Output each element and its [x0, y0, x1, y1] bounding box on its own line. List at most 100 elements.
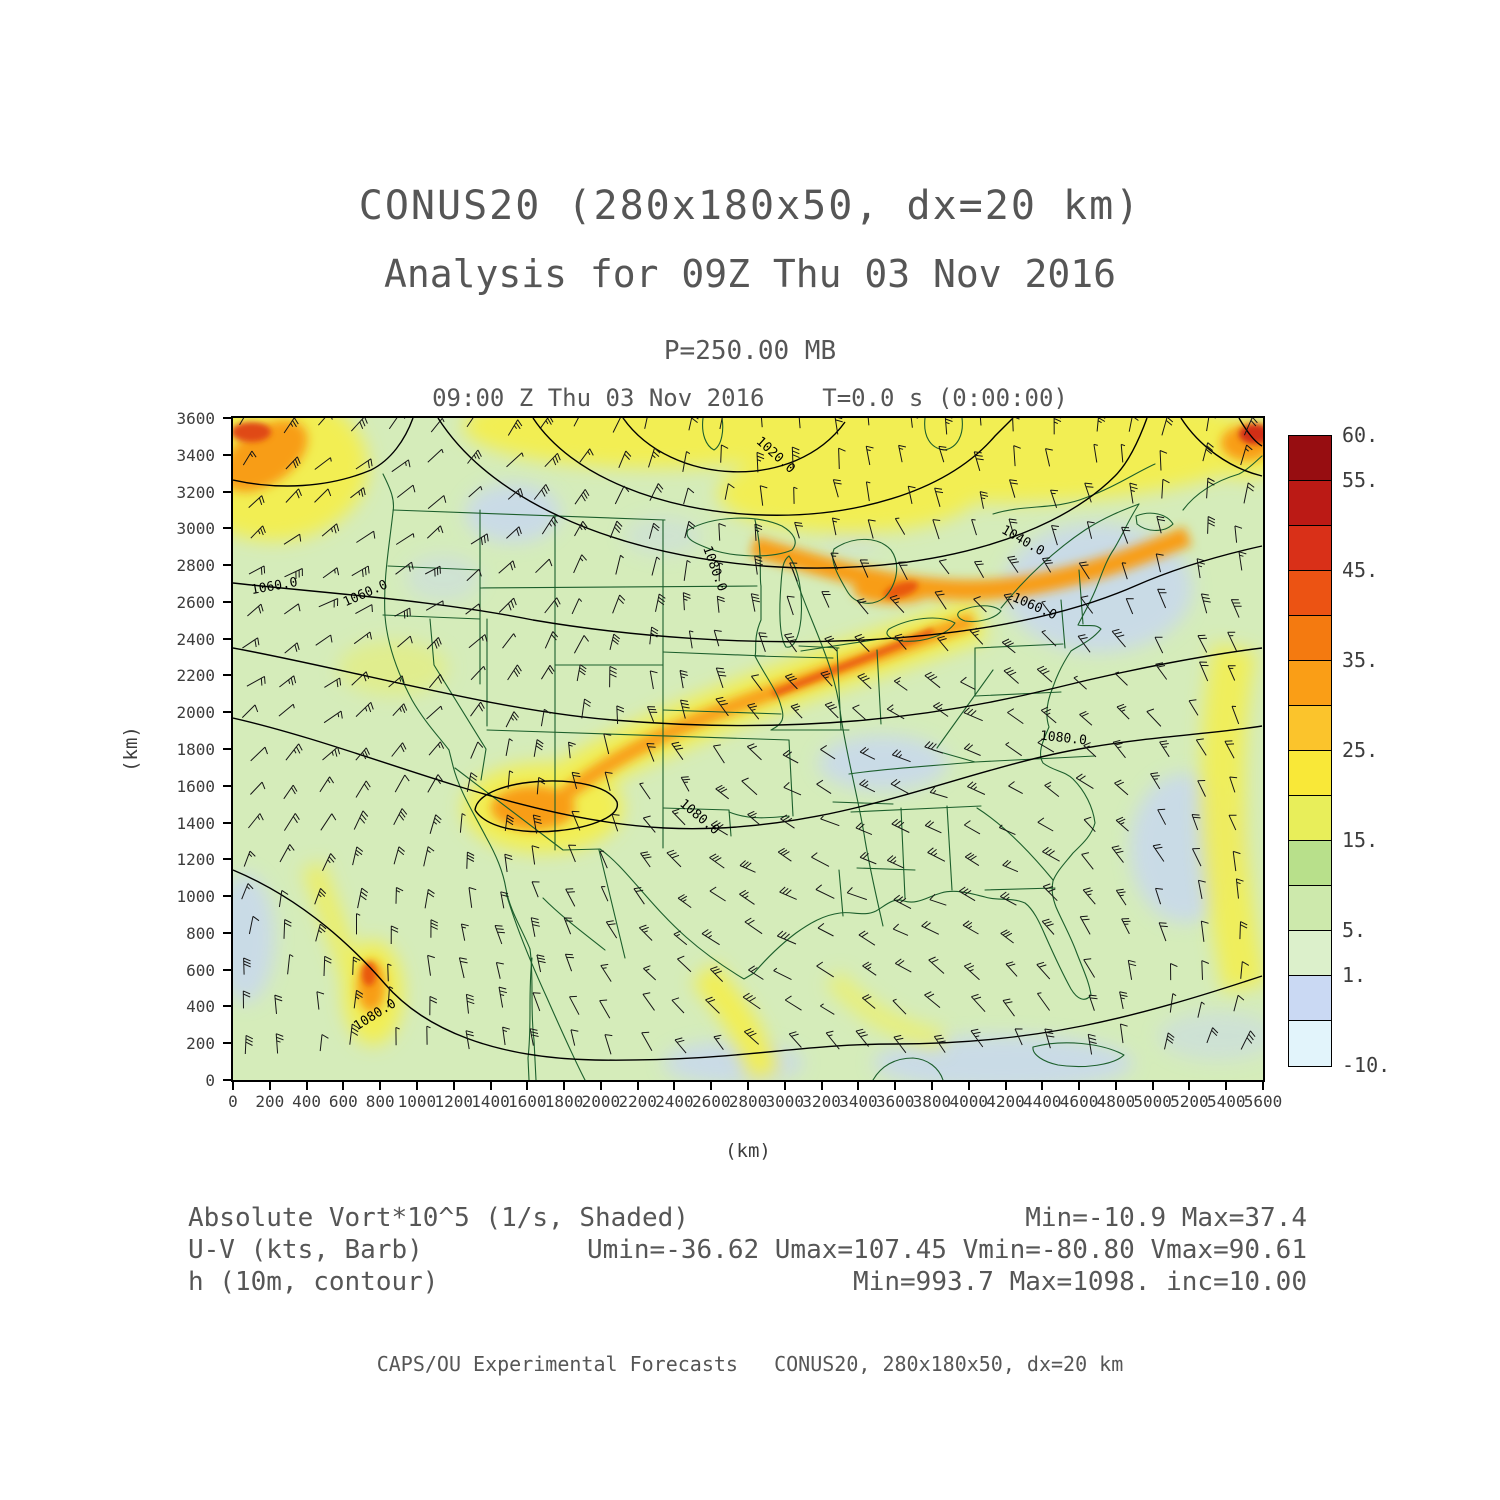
wind-barb: [998, 824, 1016, 836]
y-tick-label: 400: [186, 997, 215, 1017]
wind-barb: [773, 967, 792, 981]
wind-barb: [817, 923, 834, 937]
wind-barb: [1003, 593, 1014, 610]
wind-barb: [1079, 915, 1091, 935]
wind-barb: [938, 445, 948, 463]
wind-barb: [1041, 918, 1055, 935]
wind-barb: [1121, 562, 1128, 580]
wind-barb: [248, 813, 264, 829]
wind-barb: [644, 418, 648, 429]
x-tick-label: 3400: [839, 1092, 878, 1111]
wind-barb: [502, 633, 517, 649]
y-tickmark: [223, 453, 231, 456]
x-tickmark: [1262, 1082, 1264, 1090]
wind-barb: [924, 741, 944, 754]
colorbar-cell: [1289, 886, 1331, 931]
wind-barb: [466, 851, 475, 869]
wind-barb: [1196, 558, 1206, 579]
wind-barb: [609, 520, 623, 539]
wind-barb: [1238, 551, 1247, 571]
wind-barb: [533, 484, 550, 500]
wind-barb: [356, 530, 376, 543]
wind-barb: [350, 487, 366, 499]
wind-barb: [756, 451, 765, 473]
wind-barb: [423, 846, 435, 867]
colorbar-label: 55.: [1342, 468, 1379, 492]
wind-barb: [709, 886, 726, 902]
wind-barb: [604, 771, 613, 791]
y-tick-label: 600: [186, 960, 215, 980]
wind-barb: [564, 953, 575, 972]
y-tickmark: [223, 711, 231, 714]
wind-barb: [321, 523, 340, 537]
wind-barb: [1116, 703, 1130, 720]
wind-barb: [1079, 710, 1093, 726]
wind-barb: [248, 915, 260, 935]
wind-barb: [856, 598, 869, 615]
wind-barb: [318, 418, 333, 426]
y-tickmark: [223, 1079, 231, 1081]
x-tick-label: 200: [255, 1092, 285, 1111]
wind-barb: [1191, 814, 1201, 831]
x-tick-label: 0: [228, 1092, 238, 1111]
wind-barb: [1112, 739, 1126, 759]
wind-barb: [929, 893, 947, 906]
wind-barb: [356, 913, 361, 935]
wind-barb: [716, 595, 725, 613]
wind-barb: [615, 554, 624, 575]
wind-barb: [1227, 665, 1236, 681]
wind-barb: [387, 963, 392, 982]
wind-barb: [816, 961, 834, 978]
wind-barb: [1197, 780, 1206, 797]
wind-barb: [1077, 634, 1091, 653]
wind-barb: [1200, 593, 1211, 614]
wind-barb: [705, 996, 720, 1014]
wind-barb: [430, 919, 439, 938]
wind-barb: [581, 698, 592, 719]
wind-barb: [1050, 489, 1059, 508]
wind-barb: [465, 1030, 474, 1050]
wind-barb: [815, 884, 835, 899]
legend-shaded-stats: Min=-10.9 Max=37.4: [1025, 1203, 1307, 1233]
wind-barb: [600, 886, 609, 902]
wind-barb: [1121, 918, 1131, 935]
wind-barb: [319, 776, 335, 793]
x-tick-label: 1400: [471, 1092, 510, 1111]
x-tick-label: 3000: [765, 1092, 805, 1111]
x-tick-label: 4000: [949, 1092, 988, 1111]
wind-barb: [1159, 450, 1168, 471]
wind-barb: [395, 887, 404, 904]
wind-barb: [649, 670, 658, 690]
wind-barb: [963, 743, 981, 756]
wind-barb: [677, 955, 692, 973]
wind-barb: [891, 749, 911, 763]
y-tick-label: 1000: [176, 887, 215, 907]
wind-barb: [649, 626, 659, 645]
x-tick-label: 4200: [986, 1092, 1025, 1111]
wind-barb: [459, 813, 466, 833]
wind-barb: [973, 596, 987, 613]
wind-barb: [605, 920, 618, 939]
wind-barb: [397, 635, 413, 648]
wind-barb: [793, 486, 798, 504]
valid-time-label: 09:00 Z Thu 03 Nov 2016 T=0.0 s (0:00:00…: [432, 384, 1068, 412]
wind-barb: [323, 955, 332, 977]
x-tick-label: 3600: [875, 1092, 915, 1111]
wind-barb: [742, 992, 761, 1010]
wind-barb: [315, 634, 333, 646]
wind-barb: [784, 673, 798, 690]
colorbar-label: -10.: [1342, 1053, 1391, 1077]
wind-barb: [242, 637, 260, 649]
wind-barb: [1075, 773, 1094, 790]
wind-barb: [355, 701, 374, 717]
wind-barb: [242, 990, 251, 1009]
wind-barb: [470, 665, 486, 681]
wind-barb: [821, 591, 831, 608]
wind-barb: [540, 665, 555, 680]
wind-barb: [1240, 1030, 1256, 1050]
y-tick-label: 200: [186, 1034, 215, 1054]
wind-barb: [395, 533, 415, 545]
wind-barb: [241, 883, 254, 900]
wind-barb: [683, 559, 691, 581]
wind-barb: [355, 458, 373, 470]
